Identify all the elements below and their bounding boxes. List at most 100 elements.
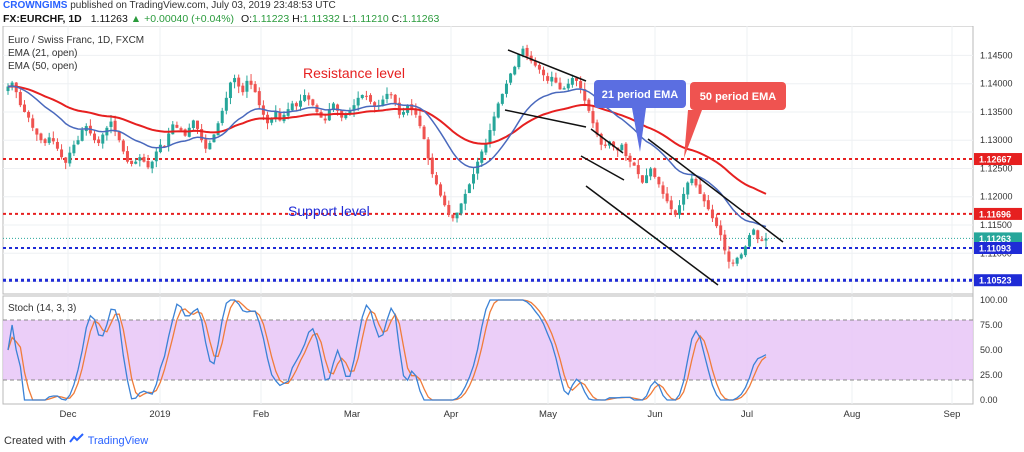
trendline-upper-3[interactable] <box>647 138 784 243</box>
candle-body[interactable] <box>484 143 488 153</box>
candle-body[interactable] <box>179 128 183 131</box>
candle-body[interactable] <box>715 217 719 227</box>
candle-body[interactable] <box>331 103 335 110</box>
candle-body[interactable] <box>467 184 471 194</box>
candle-body[interactable] <box>492 116 496 131</box>
candle-body[interactable] <box>653 168 657 177</box>
candle-body[interactable] <box>739 254 743 259</box>
candle-body[interactable] <box>204 139 208 149</box>
candle-body[interactable] <box>682 193 686 205</box>
candle-body[interactable] <box>163 145 167 147</box>
author-name[interactable]: CROWNGIMS <box>3 0 68 11</box>
candle-body[interactable] <box>719 225 723 236</box>
symbol-label[interactable]: FX:EURCHF, 1D <box>3 13 82 25</box>
candle-body[interactable] <box>60 149 64 158</box>
candle-body[interactable] <box>583 89 587 101</box>
candle-body[interactable] <box>756 230 760 240</box>
candle-body[interactable] <box>698 184 702 194</box>
candle-body[interactable] <box>748 235 752 247</box>
candle-body[interactable] <box>410 104 414 110</box>
candle-body[interactable] <box>228 82 232 99</box>
candle-body[interactable] <box>43 139 47 144</box>
candle-body[interactable] <box>76 140 80 145</box>
candle-body[interactable] <box>525 47 529 57</box>
candle-body[interactable] <box>336 104 340 111</box>
tradingview-logo-icon[interactable] <box>69 430 85 452</box>
candle-body[interactable] <box>130 160 134 164</box>
candle-body[interactable] <box>72 144 76 154</box>
candle-body[interactable] <box>125 151 129 162</box>
candle-body[interactable] <box>710 209 714 219</box>
candle-body[interactable] <box>154 151 158 162</box>
candle-body[interactable] <box>727 251 731 262</box>
candle-body[interactable] <box>537 64 541 70</box>
candle-body[interactable] <box>134 161 138 164</box>
candle-body[interactable] <box>101 134 105 144</box>
price-chart[interactable]: 1.14500 1.14000 1.13500 1.13000 1.12500 1.120… <box>0 26 1024 430</box>
candle-body[interactable] <box>603 144 607 146</box>
candle-body[interactable] <box>480 151 484 163</box>
candle-body[interactable] <box>570 78 574 85</box>
candle-body[interactable] <box>439 184 443 196</box>
candle-body[interactable] <box>121 140 125 152</box>
candle-body[interactable] <box>348 110 352 115</box>
candle-body[interactable] <box>677 205 681 215</box>
candle-body[interactable] <box>323 118 327 121</box>
candle-body[interactable] <box>257 91 261 106</box>
candle-body[interactable] <box>216 123 220 136</box>
candle-body[interactable] <box>356 97 360 106</box>
candle-body[interactable] <box>303 95 307 101</box>
candle-body[interactable] <box>64 157 68 163</box>
candle-body[interactable] <box>364 95 368 97</box>
candle-body[interactable] <box>566 83 570 89</box>
candle-body[interactable] <box>241 85 245 93</box>
candle-body[interactable] <box>68 152 72 164</box>
candle-body[interactable] <box>39 133 43 141</box>
candle-body[interactable] <box>393 94 397 104</box>
candle-body[interactable] <box>521 48 525 56</box>
candle-body[interactable] <box>426 139 430 159</box>
candle-body[interactable] <box>290 103 294 111</box>
candle-body[interactable] <box>649 168 653 177</box>
candle-body[interactable] <box>369 95 373 102</box>
candle-body[interactable] <box>455 212 459 219</box>
candle-body[interactable] <box>10 82 14 88</box>
candle-body[interactable] <box>673 210 677 215</box>
candle-body[interactable] <box>220 110 224 124</box>
candle-body[interactable] <box>389 94 393 96</box>
candle-body[interactable] <box>665 193 669 202</box>
trendline-lower-2[interactable] <box>580 155 625 181</box>
candle-body[interactable] <box>18 91 22 106</box>
candle-body[interactable] <box>517 54 521 68</box>
candle-body[interactable] <box>645 175 649 184</box>
candle-body[interactable] <box>542 69 546 76</box>
candle-body[interactable] <box>459 203 463 214</box>
candle-body[interactable] <box>200 129 204 141</box>
candle-body[interactable] <box>150 161 154 169</box>
candle-body[interactable] <box>443 195 447 206</box>
candle-body[interactable] <box>640 175 644 183</box>
candle-body[interactable] <box>620 144 624 151</box>
trendline-lower-3[interactable] <box>585 185 719 286</box>
candle-body[interactable] <box>504 83 508 94</box>
candle-body[interactable] <box>93 133 97 141</box>
candle-body[interactable] <box>80 130 84 141</box>
candle-body[interactable] <box>311 99 315 106</box>
candle-body[interactable] <box>509 73 513 83</box>
candle-body[interactable] <box>253 84 257 93</box>
candle-body[interactable] <box>760 239 764 241</box>
candle-body[interactable] <box>612 141 616 147</box>
trendline-upper-2[interactable] <box>590 128 624 154</box>
candle-body[interactable] <box>731 262 735 264</box>
candle-body[interactable] <box>686 182 690 195</box>
candle-body[interactable] <box>307 95 311 100</box>
candle-body[interactable] <box>249 80 253 85</box>
candle-body[interactable] <box>669 200 673 210</box>
candle-body[interactable] <box>430 157 434 175</box>
candle-body[interactable] <box>636 165 640 175</box>
candle-body[interactable] <box>344 114 348 119</box>
candle-body[interactable] <box>196 120 199 129</box>
candle-body[interactable] <box>373 102 377 107</box>
candle-body[interactable] <box>591 111 595 124</box>
candle-body[interactable] <box>632 162 636 166</box>
